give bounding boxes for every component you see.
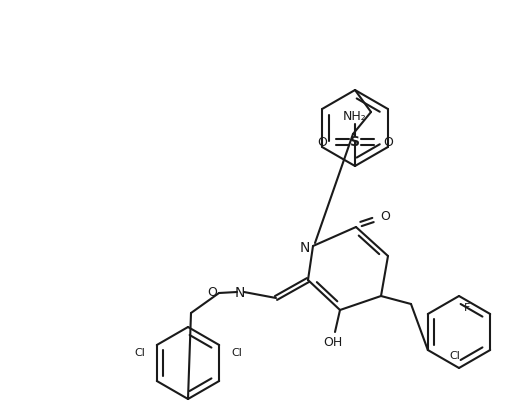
- Text: OH: OH: [323, 336, 343, 349]
- Text: Cl: Cl: [231, 348, 242, 358]
- Text: O: O: [207, 286, 217, 300]
- Text: F: F: [464, 303, 471, 313]
- Text: N: N: [235, 286, 245, 300]
- Text: O: O: [383, 135, 393, 148]
- Text: NH₂: NH₂: [343, 110, 367, 122]
- Text: O: O: [380, 211, 390, 224]
- Text: Cl: Cl: [134, 348, 145, 358]
- Text: S: S: [350, 135, 360, 149]
- Text: O: O: [317, 135, 327, 148]
- Text: N: N: [300, 241, 310, 255]
- Text: Cl: Cl: [450, 351, 461, 361]
